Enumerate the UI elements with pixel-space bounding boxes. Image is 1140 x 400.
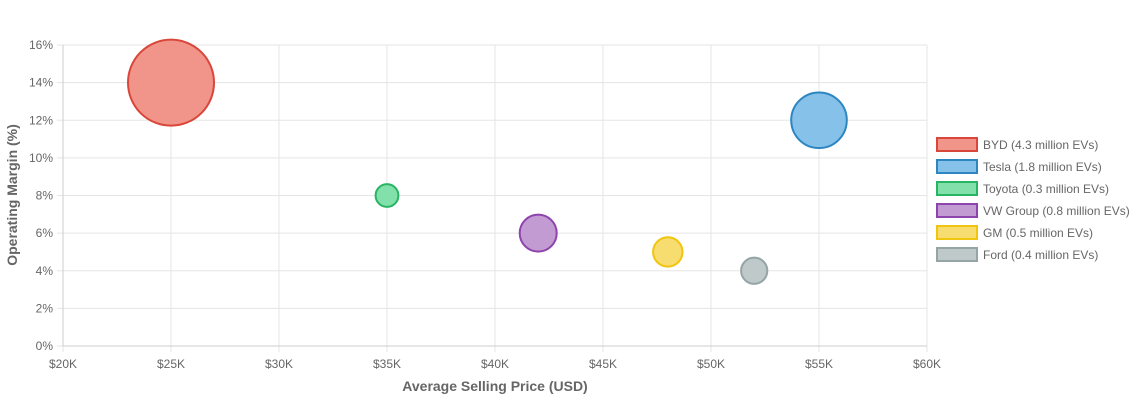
legend-swatch-ford <box>936 247 978 262</box>
y-tick-label: 2% <box>36 301 54 315</box>
x-axis-title: Average Selling Price (USD) <box>402 378 587 394</box>
legend-label-ford[interactable]: Ford (0.4 million EVs) <box>983 248 1098 262</box>
x-tick-label: $45K <box>589 357 617 371</box>
legend-label-toyota[interactable]: Toyota (0.3 million EVs) <box>983 182 1109 196</box>
legend-label-tesla[interactable]: Tesla (1.8 million EVs) <box>983 160 1102 174</box>
y-tick-label: 10% <box>29 151 53 165</box>
x-tick-label: $60K <box>913 357 941 371</box>
y-tick-label: 14% <box>29 76 53 90</box>
y-tick-labels: 0% 2% 4% 6% 8% 10% 12% 14% 16% <box>29 38 53 353</box>
legend-swatch-vw-group <box>936 203 978 218</box>
y-tick-label: 12% <box>29 113 53 127</box>
legend-swatch-toyota <box>936 181 978 196</box>
legend-label-byd[interactable]: BYD (4.3 million EVs) <box>983 138 1098 152</box>
y-tick-label: 0% <box>36 339 54 353</box>
bubble-ford[interactable] <box>740 256 769 285</box>
x-tick-label: $50K <box>697 357 725 371</box>
x-tick-label: $40K <box>481 357 509 371</box>
bubble-gm[interactable] <box>652 236 684 268</box>
bubbles <box>127 38 848 285</box>
bubble-vw-group[interactable] <box>518 213 558 253</box>
legend-label-vw-group[interactable]: VW Group (0.8 million EVs) <box>983 204 1130 218</box>
y-axis-title: Operating Margin (%) <box>4 124 20 266</box>
x-tick-labels: $20K $25K $30K $35K $40K $45K $50K $55K $60K <box>49 357 941 371</box>
legend-swatch-tesla <box>936 159 978 174</box>
legend: BYD (4.3 million EVs) Tesla (1.8 million … <box>936 137 1130 262</box>
y-tick-label: 6% <box>36 226 54 240</box>
legend-swatch-gm <box>936 225 978 240</box>
y-tick-label: 8% <box>36 189 54 203</box>
grid-lines <box>57 44 928 352</box>
bubble-toyota[interactable] <box>374 183 400 208</box>
axes <box>62 45 927 347</box>
x-tick-label: $35K <box>373 357 401 371</box>
legend-swatch-byd <box>936 137 978 152</box>
x-tick-label: $25K <box>157 357 185 371</box>
x-tick-label: $30K <box>265 357 293 371</box>
x-tick-label: $20K <box>49 357 77 371</box>
bubble-byd[interactable] <box>127 38 215 127</box>
x-tick-label: $55K <box>805 357 833 371</box>
legend-label-gm[interactable]: GM (0.5 million EVs) <box>983 226 1093 240</box>
y-tick-label: 4% <box>36 264 54 278</box>
bubble-tesla[interactable] <box>790 91 848 150</box>
y-tick-label: 16% <box>29 38 53 52</box>
